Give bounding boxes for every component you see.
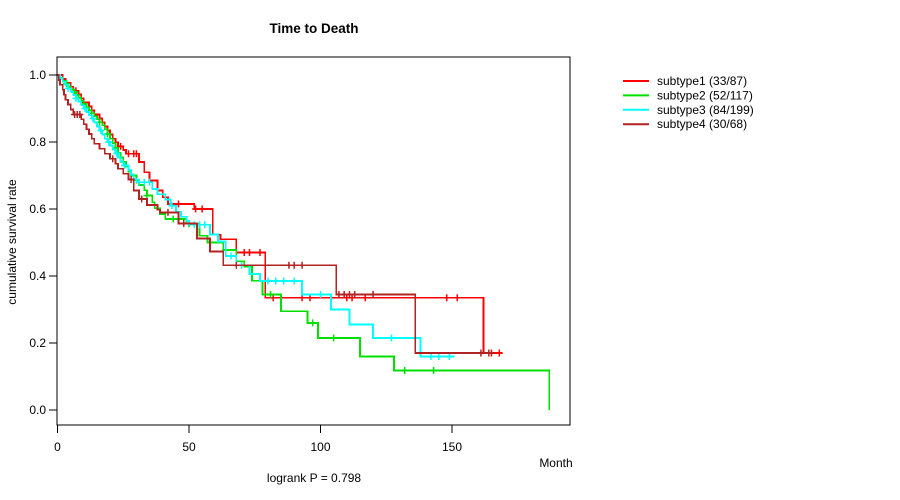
censor-marks-subtype1 — [72, 87, 503, 357]
survival-curve-subtype2 — [57, 74, 551, 410]
y-tick-label: 0.8 — [29, 135, 46, 149]
censor-marks-subtype4 — [71, 111, 493, 357]
legend-entry-subtype1: subtype1 (33/87) — [623, 74, 747, 88]
y-tick-label: 0.2 — [29, 336, 46, 350]
survival-curve-subtype3 — [57, 74, 455, 358]
x-tick-label: 0 — [54, 440, 61, 454]
x-axis-label: Month — [539, 456, 572, 470]
plot-border — [56, 56, 571, 426]
x-tick-label: 50 — [182, 440, 196, 454]
legend-entry-subtype2: subtype2 (52/117) — [623, 88, 753, 102]
y-tick-label: 0.4 — [29, 269, 46, 283]
censor-marks-subtype2 — [63, 80, 438, 374]
legend-label: subtype3 (84/199) — [657, 103, 754, 117]
legend: subtype1 (33/87)subtype2 (52/117)subtype… — [623, 74, 754, 131]
logrank-pvalue-text: logrank P = 0.798 — [267, 471, 362, 485]
axes: 0 50 100 150 0.0 0.2 0.4 0.6 0.8 1.0 — [29, 56, 571, 454]
legend-entry-subtype4: subtype4 (30/68) — [623, 117, 747, 131]
legend-label: subtype4 (30/68) — [657, 117, 747, 131]
x-tick-label: 150 — [442, 440, 462, 454]
legend-entry-subtype3: subtype3 (84/199) — [623, 103, 754, 117]
y-tick-label: 0.6 — [29, 202, 46, 216]
censor-marks-subtype3 — [64, 84, 453, 360]
y-axis-label: cumulative survival rate — [5, 179, 19, 305]
survival-curve-subtype1 — [57, 74, 502, 354]
legend-label: subtype1 (33/87) — [657, 74, 747, 88]
x-tick-label: 100 — [310, 440, 330, 454]
chart-title: Time to Death — [269, 21, 358, 36]
survival-curve-subtype4 — [57, 74, 495, 354]
survival-curves — [57, 74, 551, 410]
y-tick-label: 0.0 — [29, 403, 46, 417]
y-tick-label: 1.0 — [29, 68, 46, 82]
legend-label: subtype2 (52/117) — [657, 88, 753, 102]
